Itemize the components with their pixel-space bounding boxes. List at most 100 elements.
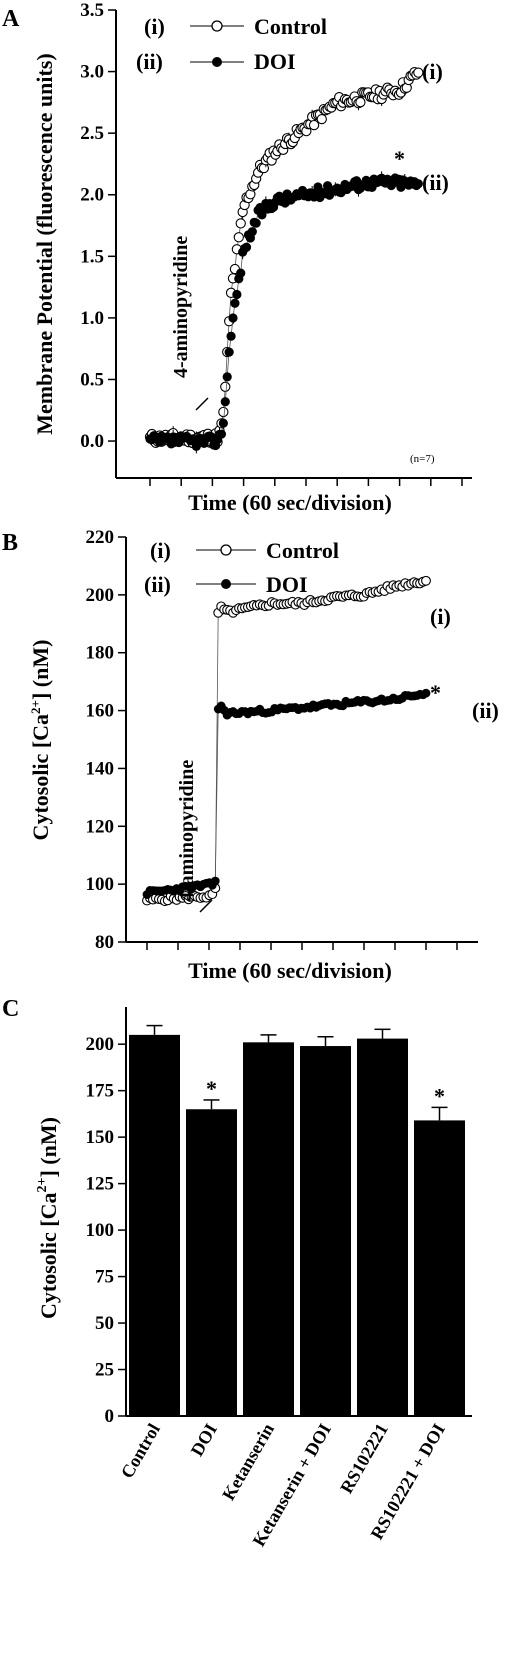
- data-point: [210, 876, 220, 886]
- y-tick-label: 150: [86, 1127, 115, 1148]
- panel-a-doi-series: [145, 171, 423, 454]
- y-tick-label: 3.5: [80, 0, 104, 21]
- legend-a-doi-name: DOI: [254, 49, 296, 74]
- data-point: [236, 268, 246, 278]
- legend-a-doi-tag: (ii): [136, 49, 163, 74]
- data-point: [316, 113, 327, 125]
- data-point: [228, 313, 238, 323]
- bar-doi: [186, 1109, 237, 1416]
- y-tick-label: 100: [86, 874, 115, 895]
- panel-b-annotation: 4-aminopyridine: [176, 760, 198, 902]
- bar-rs102221-doi: [414, 1120, 465, 1416]
- data-point: [218, 406, 229, 418]
- panel-b-y-label: Cytosolic [Ca2+] (nM): [28, 640, 53, 841]
- y-tick-label: 75: [95, 1267, 114, 1288]
- data-point: [247, 227, 257, 237]
- y-tick-label: 180: [86, 643, 115, 664]
- y-tick-label: 100: [86, 1220, 115, 1241]
- panel-b-doi-label: (ii): [472, 698, 499, 723]
- data-point: [235, 218, 246, 229]
- data-point: [232, 289, 242, 300]
- category-label: Control: [117, 1420, 164, 1482]
- data-point: [241, 242, 252, 252]
- data-point: [226, 331, 236, 341]
- data-point: [220, 381, 231, 392]
- panel-c: C 0 25 50 75 100 125 150 175 200 Cytosolic [Ca2+…: [2, 996, 472, 1550]
- significance-marker: *: [434, 1083, 445, 1108]
- significance-marker: *: [206, 1076, 217, 1101]
- panel-a-legend: (i) Control (ii) DOI: [136, 14, 327, 74]
- panel-a-letter: A: [2, 6, 20, 32]
- panel-b: B 80 100 120 140 160 180 200 220 Cytosolic [Ca2…: [2, 527, 499, 983]
- y-tick-label: 200: [86, 585, 115, 606]
- panel-a-annotation: 4-aminopyridine: [170, 236, 192, 378]
- legend-a-control-name: Control: [254, 14, 327, 39]
- panel-b-significance: *: [430, 680, 441, 705]
- panel-b-y-ticks: 80 100 120 140 160 180 200 220: [86, 527, 126, 953]
- panel-c-y-ticks: 0 25 50 75 100 125 150 175 200: [86, 1034, 126, 1427]
- category-label: RS102221: [336, 1420, 392, 1497]
- panel-c-letter: C: [2, 996, 19, 1022]
- panel-a-significance: *: [394, 146, 405, 171]
- panel-c-bars: * *: [129, 1024, 465, 1416]
- y-tick-label: 25: [95, 1360, 114, 1381]
- panel-a-annotation-arrow: [195, 397, 209, 411]
- data-point: [308, 119, 320, 131]
- y-tick-label: 1.0: [80, 308, 104, 329]
- bar-control: [129, 1034, 180, 1416]
- panel-a: A 0.0 0.5 1.0 1.5 2.0 2.5 3.0 3.5 Membrane Pote…: [2, 0, 472, 515]
- y-tick-label: 2.5: [80, 123, 104, 144]
- data-point: [220, 397, 230, 407]
- data-point: [222, 372, 232, 382]
- bar-ketanserin: [243, 1042, 294, 1416]
- legend-a-control-marker: [211, 20, 223, 32]
- panel-a-doi-label: (ii): [422, 170, 449, 195]
- panel-b-x-label: Time (60 sec/division): [188, 958, 392, 983]
- panel-a-y-label: Membrane Potential (fluorescence units): [32, 53, 57, 434]
- legend-b-control-tag: (i): [150, 538, 171, 563]
- data-point: [355, 97, 366, 108]
- legend-a-control-tag: (i): [144, 14, 165, 39]
- data-point: [216, 429, 227, 439]
- bar-rs102221: [357, 1038, 408, 1416]
- y-tick-label: 220: [86, 527, 115, 548]
- y-tick-label: 80: [95, 932, 114, 953]
- panel-c-y-label: Cytosolic [Ca2+] (nM): [35, 1117, 61, 1319]
- y-tick-label: 0.0: [80, 431, 104, 452]
- panel-b-control-label: (i): [430, 604, 451, 629]
- y-tick-label: 175: [86, 1081, 115, 1102]
- data-point: [251, 218, 261, 228]
- y-tick-label: 140: [86, 758, 115, 779]
- panel-b-annotation-arrow: [199, 899, 213, 913]
- data-point: [233, 232, 244, 243]
- panel-b-legend: (i) Control (ii) DOI: [144, 538, 339, 597]
- data-point: [413, 67, 424, 78]
- legend-b-doi-name: DOI: [266, 572, 308, 597]
- panel-a-y-ticks: 0.0 0.5 1.0 1.5 2.0 2.5 3.0 3.5: [80, 0, 116, 452]
- legend-a-doi-marker: [212, 57, 222, 67]
- data-point: [224, 347, 234, 357]
- panel-a-control-label: (i): [422, 59, 443, 84]
- legend-b-doi-marker: [221, 579, 231, 589]
- bar-ketanserin-doi: [300, 1046, 351, 1416]
- legend-b-control-marker: [220, 544, 232, 556]
- y-tick-label: 50: [95, 1313, 114, 1334]
- y-tick-label: 160: [86, 701, 115, 722]
- y-tick-label: 0: [105, 1406, 115, 1427]
- y-tick-label: 125: [86, 1174, 115, 1195]
- data-point: [421, 575, 431, 586]
- y-tick-label: 1.5: [80, 246, 104, 267]
- panel-a-n-label: (n=7): [410, 453, 435, 465]
- data-point: [421, 688, 431, 698]
- data-point: [413, 179, 423, 189]
- y-tick-label: 120: [86, 816, 115, 837]
- panel-b-x-ticks: [146, 942, 458, 950]
- legend-b-control-name: Control: [266, 538, 339, 563]
- panel-b-control-series: [142, 575, 431, 907]
- category-label: DOI: [187, 1420, 221, 1459]
- y-tick-label: 200: [86, 1034, 115, 1055]
- y-tick-label: 3.0: [80, 62, 104, 83]
- y-tick-label: 0.5: [80, 369, 104, 390]
